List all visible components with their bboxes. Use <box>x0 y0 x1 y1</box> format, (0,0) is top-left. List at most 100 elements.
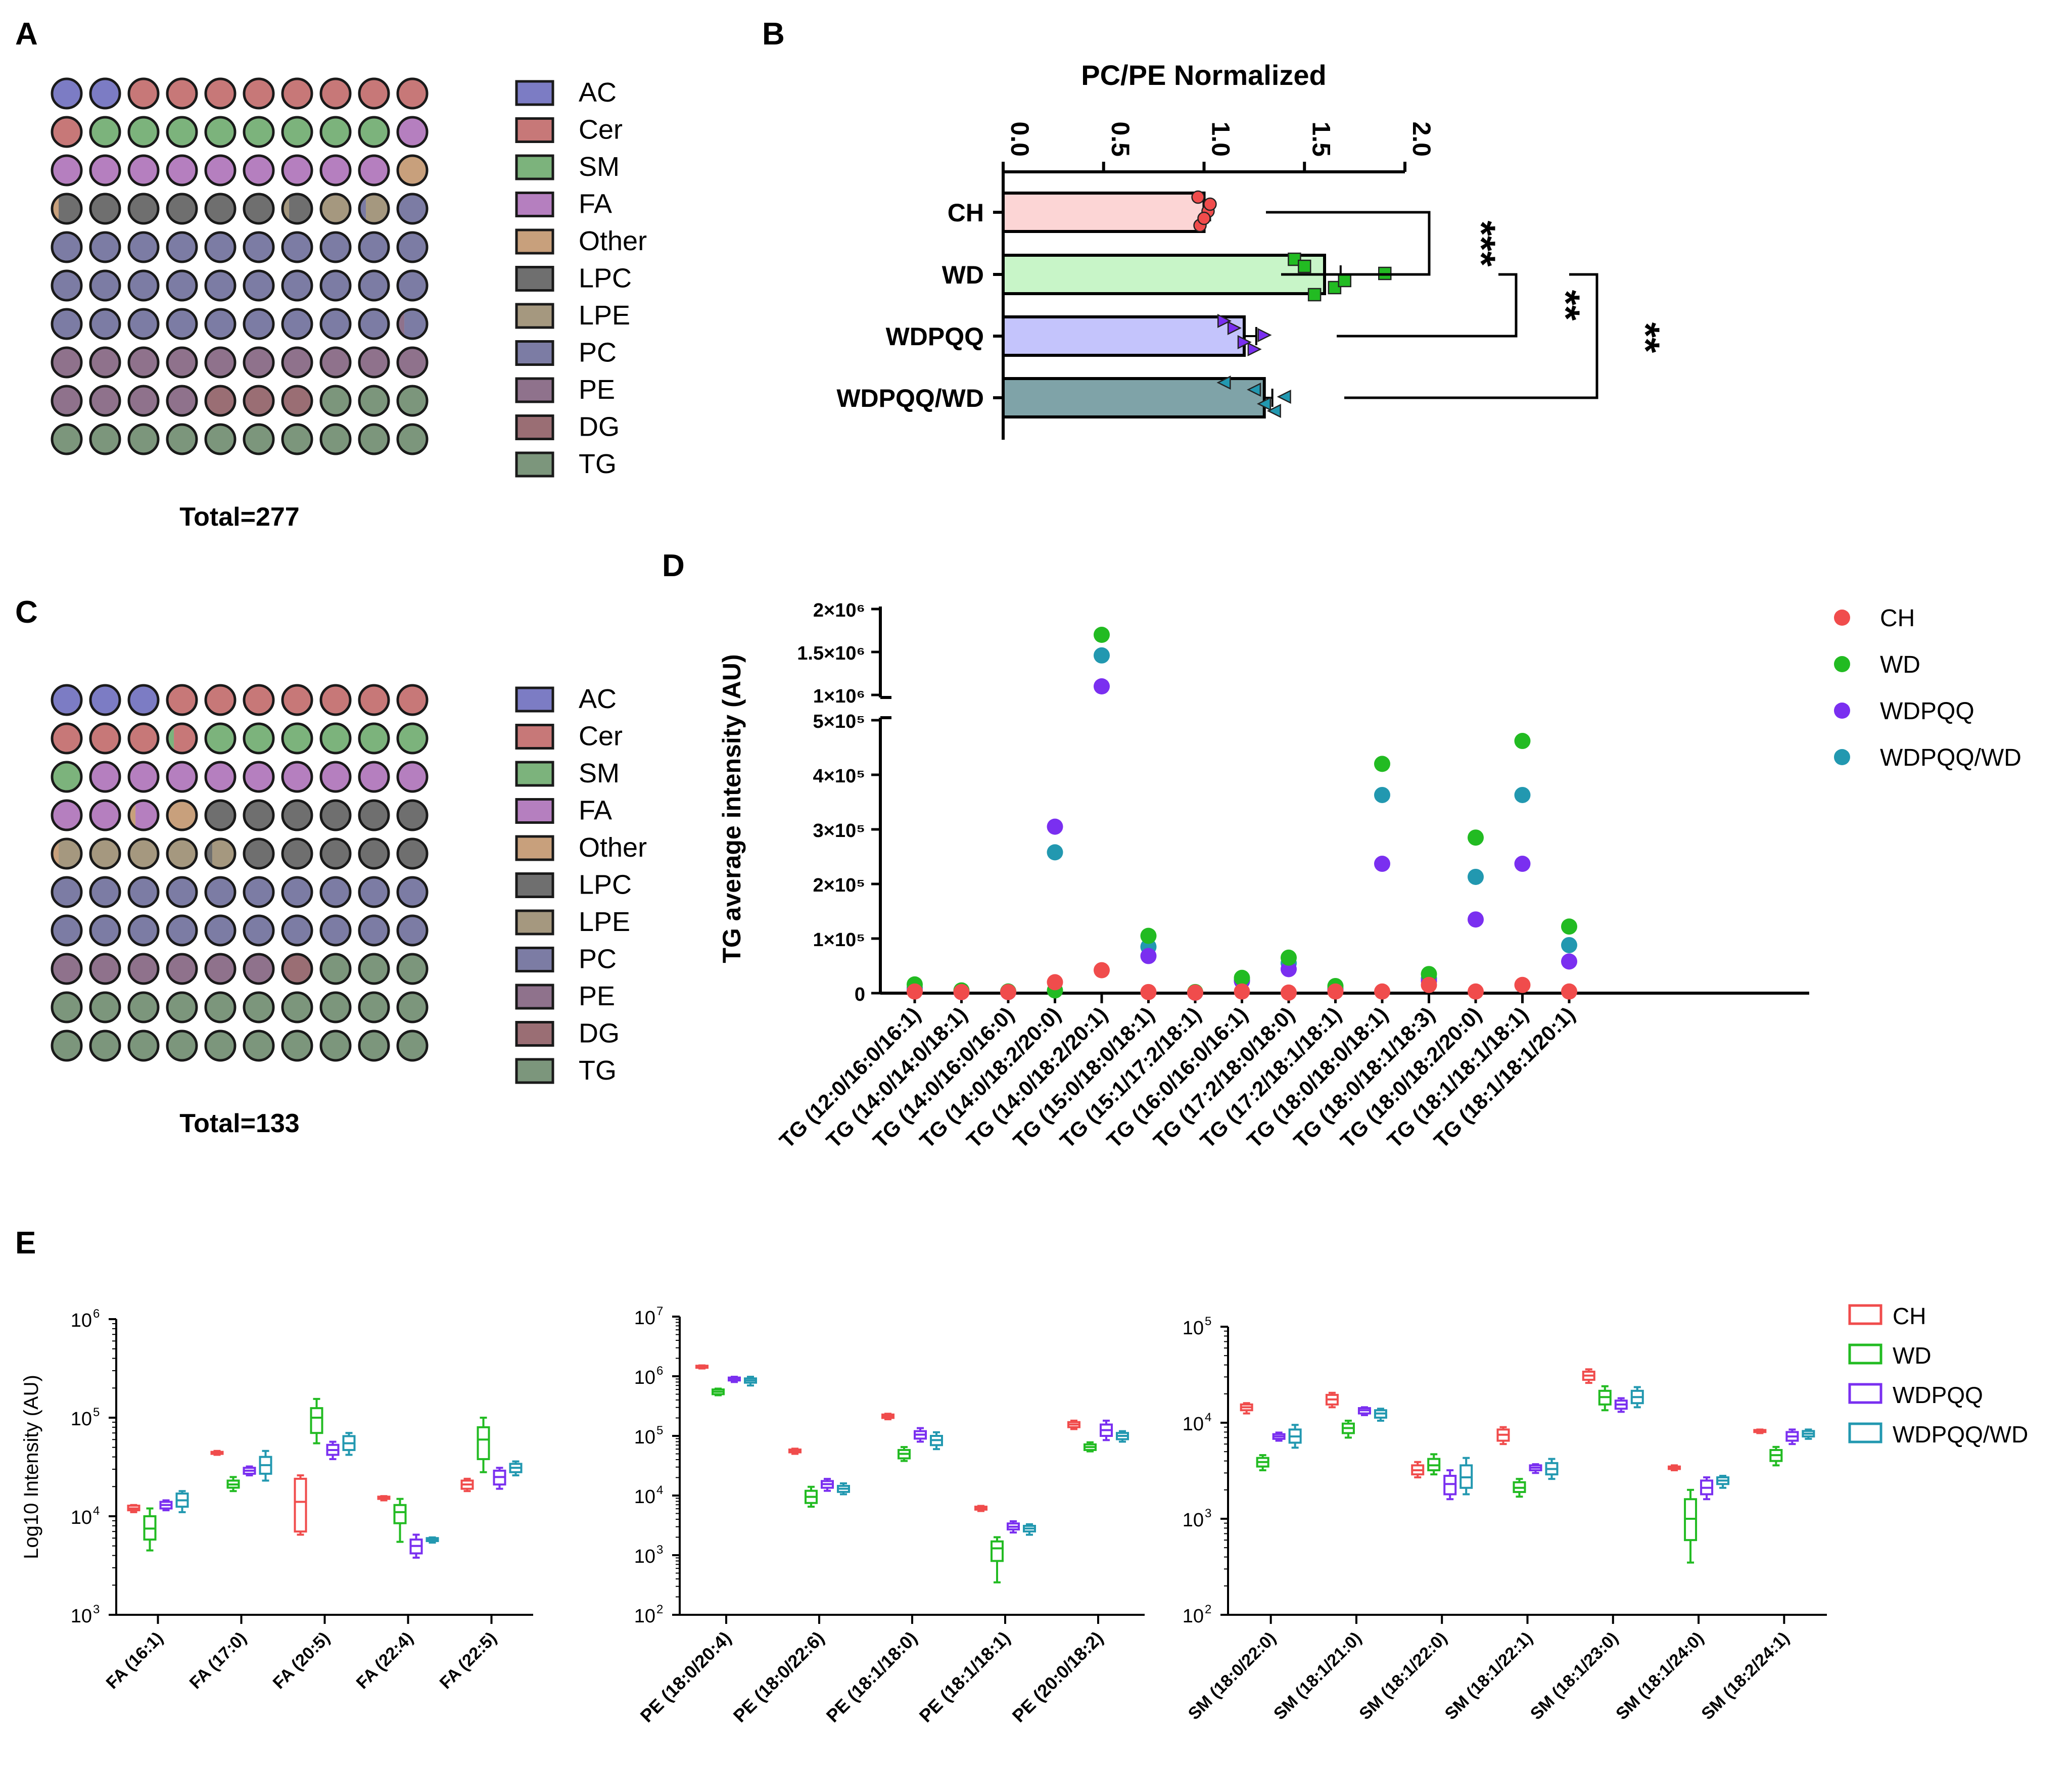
y-tick-exponent: 2 <box>1205 1603 1211 1616</box>
waffle-cell <box>281 761 313 793</box>
data-point <box>1094 678 1110 694</box>
waffle-cell <box>319 346 352 379</box>
data-point <box>1298 259 1311 273</box>
x-tick-label: 0.5 <box>1106 121 1135 157</box>
data-point <box>1197 211 1211 225</box>
data-point <box>1191 190 1205 204</box>
waffle-cell <box>366 194 389 223</box>
data-point <box>1140 984 1157 1000</box>
legend-label: CH <box>1893 1303 1926 1329</box>
waffle-cell <box>166 684 198 716</box>
waffle-cell <box>319 308 352 340</box>
waffle-cell <box>243 77 275 110</box>
waffle-cell <box>281 953 313 985</box>
x-tick-label: FA (20:5) <box>269 1628 334 1693</box>
waffle-cell <box>166 116 198 148</box>
legend-label: DG <box>579 1018 620 1049</box>
bar <box>1002 192 1206 233</box>
waffle-cell <box>319 231 352 263</box>
y-tick-label: 2×10⁶ <box>813 600 865 621</box>
data-point <box>1514 976 1531 993</box>
x-tick-label: PE (20:0/18:2) <box>1008 1627 1107 1727</box>
waffle-cell <box>319 991 352 1023</box>
waffle-cell <box>127 761 160 793</box>
waffle-cell <box>396 269 429 302</box>
waffle-cell <box>51 722 83 755</box>
waffle-cell <box>396 346 429 379</box>
box <box>294 1477 307 1533</box>
y-tick-label: 10 <box>634 1486 655 1508</box>
waffle-cell <box>243 385 275 417</box>
waffle-cell <box>358 837 390 870</box>
waffle-cell <box>166 77 198 110</box>
waffle-cell <box>319 116 352 148</box>
waffle-cell <box>166 231 198 263</box>
waffle-cell <box>281 154 313 186</box>
panel-label-b: B <box>762 17 785 52</box>
waffle-cell <box>89 953 121 985</box>
waffle-cell <box>166 308 198 340</box>
data-point <box>1237 335 1252 350</box>
waffle-cell <box>89 722 121 755</box>
waffle-cell <box>127 423 160 455</box>
waffle-cell <box>243 346 275 379</box>
data-point <box>1047 844 1063 861</box>
legend-label: PE <box>579 375 615 405</box>
y-tick-label: 10 <box>1183 1510 1204 1531</box>
waffle-cell <box>51 684 83 716</box>
x-tick-label: FA (22:4) <box>353 1628 417 1693</box>
legend-swatch <box>515 117 554 143</box>
waffle-cell <box>166 953 198 985</box>
waffle-cell <box>281 684 313 716</box>
y-tick-label: 0 <box>855 984 865 1005</box>
legend-swatch <box>515 451 554 478</box>
legend-label: WDPQQ <box>1893 1382 1983 1408</box>
waffle-cell <box>212 839 235 868</box>
y-tick-label: 3×10⁵ <box>813 820 865 842</box>
waffle-cell <box>204 423 237 455</box>
scatter-chart-d: 0 1×10⁵ 2×10⁵ 3×10⁵ 4×10⁵ 5×10⁵ 1×10⁶ 1.5×10⁶ 2×… <box>718 600 2021 1152</box>
waffle-cell <box>51 308 83 340</box>
legend-swatch <box>515 340 554 366</box>
waffle-cell <box>89 799 121 831</box>
y-tick-exponent: 4 <box>656 1483 663 1497</box>
data-point <box>1468 911 1484 928</box>
waffle-cell <box>204 722 237 755</box>
data-point <box>1094 627 1110 643</box>
legend-swatch <box>515 154 554 180</box>
waffle-cell <box>127 953 160 985</box>
x-tick-label: SM (18:1/23:0) <box>1527 1628 1622 1724</box>
legend-swatch <box>515 872 554 898</box>
waffle-cell <box>51 876 83 908</box>
waffle-cell <box>396 953 429 985</box>
y-tick-exponent: 4 <box>93 1504 100 1518</box>
waffle-cell <box>204 154 237 186</box>
legend-label: AC <box>579 684 617 714</box>
waffle-cell <box>281 308 313 340</box>
legend-label: WD <box>1880 651 1920 678</box>
data-point <box>1561 918 1577 935</box>
waffle-cell <box>243 684 275 716</box>
waffle-cell <box>166 761 198 793</box>
data-point <box>1281 949 1297 966</box>
waffle-cell <box>243 761 275 793</box>
legend-swatch <box>515 835 554 861</box>
waffle-cell <box>166 346 198 379</box>
waffle-cell <box>166 423 198 455</box>
total-label: Total=277 <box>179 502 299 532</box>
data-point <box>1328 281 1342 295</box>
waffle-cell <box>166 154 198 186</box>
waffle-cell <box>204 385 237 417</box>
waffle-cell <box>396 193 429 225</box>
data-point <box>953 984 970 1000</box>
waffle-cell <box>127 1030 160 1062</box>
waffle-cell <box>174 724 197 753</box>
waffle-cell <box>51 385 83 417</box>
x-tick-label: SM (18:1/21:0) <box>1270 1628 1365 1724</box>
waffle-cell <box>51 991 83 1023</box>
legend-label: TG <box>579 1055 617 1086</box>
waffle-cell <box>396 722 429 755</box>
data-point <box>1561 983 1577 1000</box>
waffle-cell <box>127 991 160 1023</box>
